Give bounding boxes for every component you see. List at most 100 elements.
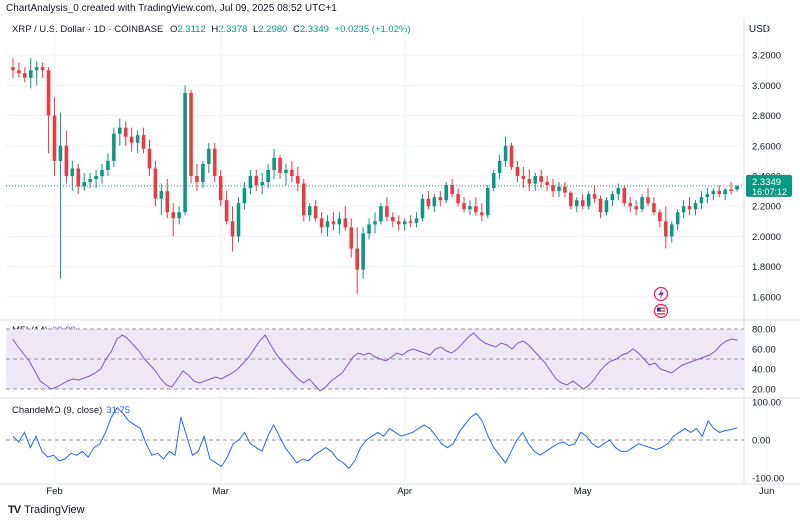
- candle-body: [290, 169, 294, 176]
- candle-body: [183, 92, 187, 213]
- candle-body: [640, 197, 644, 210]
- candle-body: [735, 185, 739, 190]
- candle-body: [723, 189, 727, 195]
- time-axis[interactable]: FebMarAprMayJunJul: [46, 486, 800, 497]
- candle-body: [628, 203, 632, 207]
- cmo-pane: -100.00 0.00 100.00: [6, 398, 784, 485]
- price-tick-label: 1.6000: [752, 292, 781, 303]
- candle-body: [456, 194, 460, 204]
- candle-body: [391, 216, 395, 222]
- candle-body: [52, 115, 57, 161]
- candle-body: [230, 221, 235, 237]
- created-by-text: ChartAnalysis_0 created with TradingView…: [6, 3, 337, 14]
- mfi-band: [6, 329, 744, 389]
- cmo-tick-label: 0.00: [752, 436, 771, 447]
- candle-body: [296, 176, 300, 184]
- price-tick-label: 3.2000: [752, 51, 781, 62]
- candle-body: [592, 194, 597, 199]
- candle-body: [420, 198, 425, 219]
- candle-body: [70, 168, 75, 176]
- candle-body: [462, 203, 466, 210]
- brand-name: TradingView: [24, 504, 85, 516]
- candle-body: [438, 197, 443, 201]
- candle-body: [414, 218, 419, 223]
- mfi-tick-label: 80.00: [752, 325, 776, 336]
- candle-body: [450, 185, 454, 195]
- open-label: O: [169, 24, 178, 35]
- candle-body: [94, 176, 98, 180]
- candle-body: [319, 218, 324, 228]
- low-label: L: [252, 24, 259, 35]
- candle-body: [379, 206, 383, 222]
- candle-body: [693, 203, 698, 210]
- candle-body: [218, 176, 223, 201]
- candle-body: [367, 224, 371, 234]
- candle-body: [11, 67, 15, 71]
- candle-body: [580, 200, 585, 207]
- cmo-line: [12, 406, 738, 470]
- time-tick-label: Feb: [46, 486, 62, 497]
- close-label: C: [292, 24, 300, 35]
- event-icons[interactable]: [653, 286, 669, 319]
- candle-body: [34, 67, 39, 71]
- candle-body: [17, 70, 21, 74]
- candle-body: [432, 197, 437, 207]
- candle-body: [307, 206, 312, 216]
- mfi-tick-label: 20.00: [752, 385, 776, 396]
- mfi-line: [12, 332, 738, 392]
- time-tick-label: May: [574, 486, 592, 497]
- candle-body: [563, 186, 567, 193]
- candle-body: [325, 221, 330, 228]
- open-value: 2.3112: [177, 24, 206, 35]
- candle-body: [616, 188, 621, 195]
- cmo-title: ChandeMO (9, close): [12, 405, 103, 416]
- candle-body: [82, 182, 86, 187]
- time-tick-label: Jun: [759, 486, 774, 497]
- candle-body: [159, 191, 164, 199]
- candle-body: [586, 194, 591, 207]
- candle-body: [658, 212, 662, 222]
- cmo-legend[interactable]: ChandeMO (9, close) 31.75: [12, 405, 130, 416]
- symbol-legend: XRP / U.S. Dollar · 1D · COINBASE O2.311…: [12, 24, 411, 35]
- candle-body: [153, 168, 158, 199]
- candle-body: [729, 189, 733, 192]
- candle-body: [112, 133, 116, 161]
- candle-body: [646, 197, 650, 204]
- close-value: 2.3349: [299, 24, 329, 35]
- currency-label[interactable]: USD: [748, 24, 770, 35]
- candle-body: [598, 198, 603, 213]
- candles-layer: [11, 58, 739, 294]
- symbol-name[interactable]: XRP / U.S. Dollar · 1D · COINBASE: [12, 24, 164, 35]
- candle-body: [408, 221, 413, 223]
- candle-body: [355, 248, 359, 270]
- candle-body: [100, 169, 104, 176]
- candle-body: [58, 145, 63, 161]
- mfi-tick-label: 60.00: [752, 345, 776, 356]
- candle-body: [331, 221, 336, 225]
- candle-body: [195, 176, 199, 183]
- candle-body: [266, 169, 270, 183]
- candle-body: [610, 194, 615, 201]
- candle-body: [23, 73, 27, 78]
- candle-body: [129, 136, 134, 143]
- candle-body: [361, 233, 365, 270]
- tradingview-brand[interactable]: TV TradingView: [8, 504, 85, 516]
- candle-body: [444, 185, 448, 201]
- candle-body: [123, 127, 128, 137]
- candle-body: [669, 224, 674, 237]
- cmo-tick-label: -100.00: [752, 474, 784, 485]
- candle-body: [491, 172, 496, 189]
- candle-body: [254, 176, 259, 186]
- high-label: H: [211, 24, 219, 35]
- candle-body: [28, 70, 33, 78]
- price-tick-label: 1.8000: [752, 262, 781, 273]
- candle-body: [201, 163, 205, 183]
- candle-body: [604, 200, 609, 213]
- candle-body: [569, 192, 573, 207]
- candle-body: [474, 206, 478, 213]
- candle-body: [717, 191, 722, 195]
- candle-body: [302, 183, 306, 216]
- cmo-value: 31.75: [106, 405, 131, 416]
- candle-body: [88, 179, 92, 183]
